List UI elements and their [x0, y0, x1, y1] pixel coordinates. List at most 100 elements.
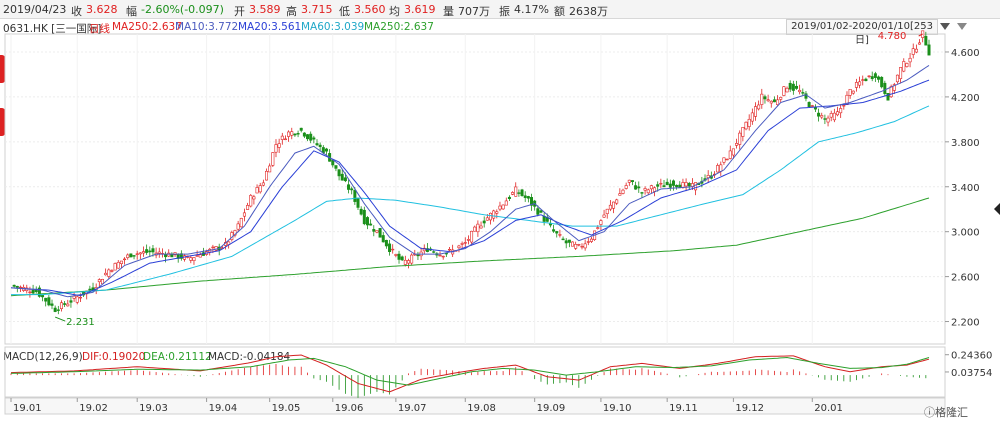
candle-body	[312, 137, 316, 140]
candle-body	[28, 291, 32, 294]
candle-body	[375, 230, 379, 233]
x-tick-label: 19.03	[139, 403, 168, 414]
candle-body	[63, 303, 67, 305]
candle-body	[826, 117, 830, 123]
high-annotation: 4.780	[878, 31, 907, 42]
candle-body	[192, 257, 196, 261]
high-label: 高	[286, 5, 297, 18]
candle-body	[864, 78, 868, 82]
ma250-legend-a: MA250:2.637	[112, 21, 182, 33]
period-label[interactable]: 日线	[89, 23, 110, 35]
candle-body	[416, 254, 420, 257]
candle-body	[791, 83, 795, 91]
candle-body	[514, 186, 518, 197]
candle-body	[873, 73, 877, 78]
candle-body	[356, 198, 360, 208]
candle-body	[12, 284, 16, 287]
candle-body	[129, 253, 133, 258]
candle-body	[504, 200, 508, 206]
candle-body	[268, 165, 272, 173]
candle-body	[252, 196, 256, 200]
candle-body	[772, 99, 776, 103]
candle-body	[476, 223, 480, 233]
candle-body	[470, 230, 474, 243]
change-label: 幅	[126, 5, 137, 18]
ma20-line	[10, 79, 930, 297]
candle-body	[391, 248, 395, 251]
candle-body	[836, 111, 840, 116]
candle-body	[501, 204, 505, 210]
ma60-legend: MA60:3.039	[301, 21, 365, 33]
macd-dif: DIF:0.19020	[82, 351, 146, 363]
macd-tick-label: 0.03754	[951, 368, 992, 379]
candle-body	[59, 302, 63, 309]
candle-body	[877, 76, 881, 80]
candle-body	[656, 184, 660, 187]
candle-body	[189, 257, 193, 261]
candle-body	[880, 76, 884, 88]
candle-body	[50, 303, 54, 306]
candle-body	[457, 245, 461, 249]
candle-body	[760, 93, 764, 105]
candle-body	[97, 279, 101, 283]
candle-body	[675, 184, 679, 188]
candle-body	[829, 113, 833, 118]
candle-body	[719, 164, 723, 172]
candle-body	[668, 183, 672, 188]
x-tick-label: 19.02	[79, 403, 108, 414]
quote-info-bar: 2019/04/23 收 3.628 幅 -2.60%(-0.097) 开 3.…	[0, 0, 1000, 19]
candle-body	[280, 135, 284, 140]
y-tick-label: 2.600	[951, 273, 980, 284]
candle-body	[788, 82, 792, 90]
expand-arrow-icon[interactable]	[957, 23, 967, 30]
high-annotation-pointer	[918, 33, 923, 37]
candle-body	[283, 138, 287, 141]
candle-body	[523, 195, 527, 198]
time-axis-frame	[4, 397, 946, 415]
candle-body	[801, 92, 805, 94]
candle-body	[15, 285, 19, 288]
change-value: -2.60%(-0.097)	[141, 3, 224, 16]
candle-body	[302, 132, 306, 137]
candle-body	[583, 243, 587, 249]
candle-body	[324, 148, 328, 152]
x-tick-label: 19.09	[537, 403, 566, 414]
candle-body	[725, 158, 729, 161]
candle-body	[135, 253, 139, 255]
stock-code[interactable]: 0631.HK [三一国际]	[3, 23, 102, 35]
candle-body	[653, 187, 657, 192]
candle-body	[353, 190, 357, 202]
candle-body	[406, 260, 410, 264]
amplitude-label: 振	[499, 5, 510, 18]
candle-body	[558, 234, 562, 236]
candle-body	[473, 226, 477, 232]
candle-body	[53, 307, 57, 312]
candle-body	[526, 196, 530, 199]
candle-body	[460, 243, 464, 245]
collapse-panel-icon[interactable]	[994, 203, 1000, 215]
candle-body	[44, 297, 48, 302]
candle-body	[41, 295, 45, 298]
dropdown-arrow-icon[interactable]	[940, 23, 950, 30]
candle-body	[236, 223, 240, 230]
candle-body	[403, 259, 407, 265]
candle-body	[306, 134, 310, 140]
macd-name: MACD(12,26,9)	[3, 351, 83, 363]
candle-body	[410, 254, 414, 264]
ma250-legend: MA250:2.637	[364, 21, 434, 33]
candle-body	[438, 254, 442, 257]
candle-body	[899, 67, 903, 79]
open-value: 3.589	[249, 3, 281, 16]
candle-body	[290, 131, 294, 136]
candle-body	[309, 133, 313, 141]
x-tick-label: 20.01	[814, 403, 843, 414]
candle-body	[72, 295, 76, 299]
x-tick-label: 19.12	[735, 403, 764, 414]
candle-body	[536, 208, 540, 215]
left-edge-marker-top	[0, 55, 5, 83]
candle-body	[466, 239, 470, 241]
candle-body	[337, 169, 341, 177]
candle-body	[479, 225, 483, 229]
candle-body	[738, 132, 742, 145]
